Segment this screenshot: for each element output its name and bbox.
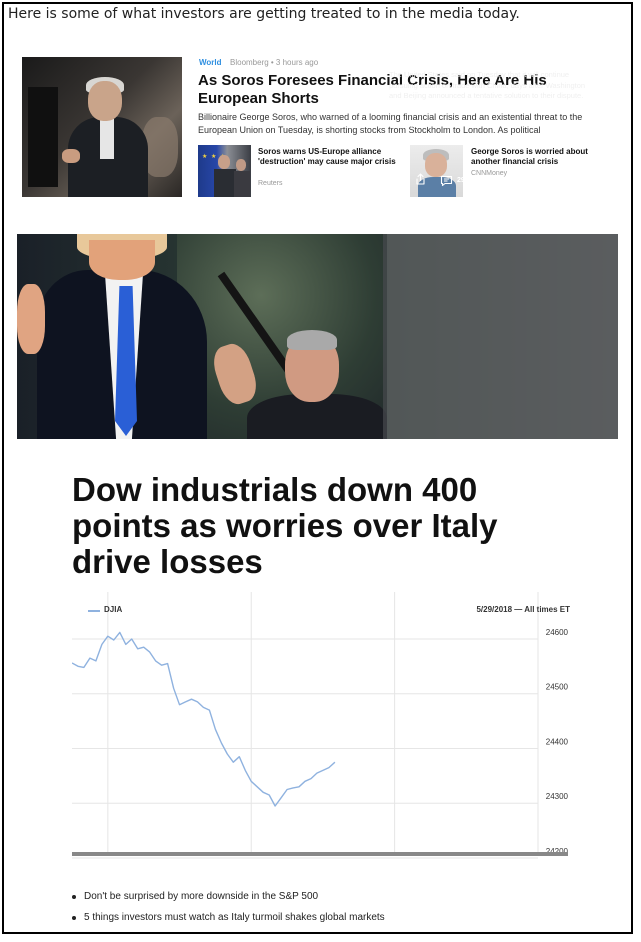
soros-photo[interactable]: [22, 57, 182, 197]
section-label[interactable]: World: [199, 58, 222, 67]
related-bullets: Don't be surprised by more downside in t…: [72, 886, 385, 928]
y-tick-label: 24600: [546, 628, 569, 637]
bullet-link-2[interactable]: 5 things investors must watch as Italy t…: [84, 912, 385, 923]
bullet-link-1[interactable]: Don't be surprised by more downside in t…: [84, 891, 319, 902]
banner-overlay: [383, 234, 618, 439]
legend-label: DJIA: [104, 605, 123, 614]
banner-actions: 292 people reacting: [389, 173, 522, 188]
banner-title[interactable]: US to continue trade actions against Chi…: [389, 25, 579, 58]
related-photo-2[interactable]: [410, 145, 463, 197]
trade-banner[interactable]: [17, 234, 618, 439]
djia-chart: 246002450024400243002420010:00 am12:00 p…: [72, 592, 570, 860]
related-source-1: Reuters: [258, 180, 283, 187]
page-frame: [2, 2, 633, 934]
y-tick-label: 24300: [546, 792, 569, 801]
list-item: Don't be surprised by more downside in t…: [72, 886, 385, 907]
chart-date: 5/29/2018 — All times ET: [476, 605, 570, 614]
legend-swatch: [88, 610, 100, 612]
y-tick-label: 24400: [546, 737, 569, 746]
djia-series-line: [72, 631, 336, 807]
reactions-button[interactable]: 292 people reacting: [440, 175, 522, 187]
lead-headline-link[interactable]: As Soros Foresees Financial Crisis, Here…: [198, 72, 547, 107]
chart-canvas: 246002450024400243002420010:00 am12:00 p…: [72, 592, 569, 859]
related-link-1[interactable]: Soros warns US-Europe alliance 'destruct…: [258, 147, 396, 166]
source-time: Bloomberg • 3 hours ago: [230, 58, 319, 67]
intro-text: Here is some of what investors are getti…: [8, 6, 520, 22]
list-item: 5 things investors must watch as Italy t…: [72, 907, 385, 928]
share-icon[interactable]: [415, 173, 426, 188]
read-more-link[interactable]: Read More »: [389, 120, 437, 129]
lead-description: Billionaire George Soros, who warned of …: [198, 112, 583, 135]
article-headline[interactable]: Dow industrials down 400 points as worri…: [72, 471, 498, 580]
related-photo-1[interactable]: ★ ★ ★: [198, 145, 251, 197]
bullet-dot: [72, 915, 76, 920]
reactions-count: 292 people reacting: [457, 177, 523, 184]
related-link-2[interactable]: George Soros is worried about another fi…: [471, 147, 588, 166]
y-tick-label: 24200: [546, 847, 569, 856]
y-tick-label: 24500: [546, 683, 569, 692]
banner-description: The United States said on Tuesday that i…: [389, 70, 586, 100]
comment-icon: [440, 175, 453, 187]
bullet-dot: [72, 894, 76, 899]
heart-icon[interactable]: [389, 173, 401, 188]
related-source-2: CNNMoney: [471, 170, 508, 177]
